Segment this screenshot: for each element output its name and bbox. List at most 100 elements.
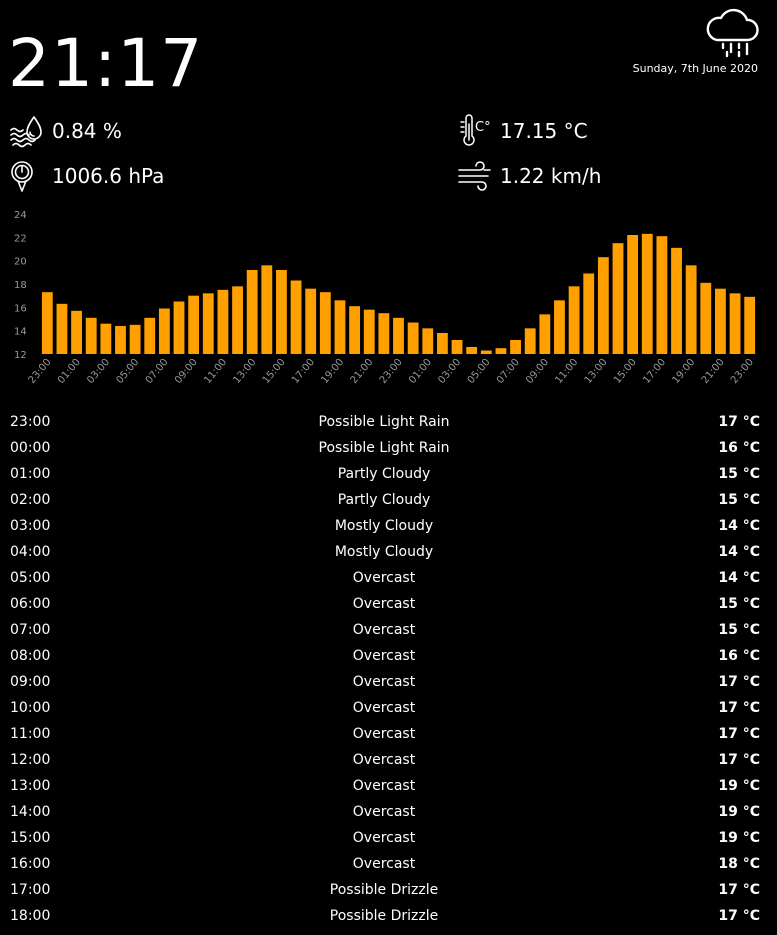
chart-bar <box>85 317 97 354</box>
x-tick-label: 01:00 <box>56 357 83 386</box>
chart-bar <box>700 282 712 354</box>
forecast-temp: 15 °C <box>718 466 760 482</box>
forecast-row: 10:00 Overcast 17 °C <box>8 695 760 721</box>
x-tick-label: 19:00 <box>319 357 346 386</box>
forecast-row: 02:00 Partly Cloudy 15 °C <box>8 487 760 513</box>
chart-bar <box>188 295 200 354</box>
forecast-temp: 17 °C <box>718 414 760 430</box>
x-tick-label: 19:00 <box>670 357 697 386</box>
forecast-condition: Possible Light Rain <box>318 414 450 430</box>
forecast-row: 16:00 Overcast 18 °C <box>8 851 760 877</box>
date-label: Sunday, 7th June 2020 <box>632 62 758 75</box>
chart-bar <box>349 306 361 354</box>
forecast-row: 09:00 Overcast 17 °C <box>8 669 760 695</box>
chart-bar <box>510 340 521 354</box>
humidity-value: 0.84 % <box>52 119 122 143</box>
y-tick-label: 20 <box>14 257 27 268</box>
forecast-condition: Overcast <box>352 856 416 872</box>
forecast-row: 13:00 Overcast 19 °C <box>8 773 760 799</box>
forecast-row: 05:00 Overcast 14 °C <box>8 565 760 591</box>
chart-bar <box>495 348 507 354</box>
forecast-row: 00:00 Possible Light Rain 16 °C <box>8 435 760 461</box>
x-tick-label: 03:00 <box>436 357 463 386</box>
chart-bar <box>597 257 609 354</box>
forecast-temp: 17 °C <box>718 700 760 716</box>
chart-bar <box>290 280 302 354</box>
chart-bar <box>334 300 346 354</box>
chart-bar <box>641 233 653 354</box>
chart-bar <box>656 236 668 354</box>
forecast-row: 06:00 Overcast 15 °C <box>8 591 760 617</box>
x-tick-label: 17:00 <box>290 357 317 386</box>
forecast-temp: 15 °C <box>718 622 760 638</box>
forecast-temp: 19 °C <box>718 778 760 794</box>
chart-bar <box>422 328 434 354</box>
humidity-metric: 0.84 % <box>8 114 122 148</box>
chart-bar <box>393 317 404 354</box>
chart-bar <box>129 324 141 354</box>
clock-time: 21:17 <box>8 25 204 102</box>
forecast-condition: Overcast <box>352 726 416 742</box>
forecast-row: 18:00 Possible Drizzle 17 °C <box>8 903 760 929</box>
forecast-row: 17:00 Possible Drizzle 17 °C <box>8 877 760 903</box>
forecast-temp: 16 °C <box>718 440 760 456</box>
x-tick-label: 21:00 <box>700 357 727 386</box>
temperature-value: 17.15 °C <box>500 119 588 143</box>
forecast-time: 11:00 <box>10 726 51 742</box>
forecast-time: 13:00 <box>10 778 51 794</box>
x-tick-label: 11:00 <box>553 357 580 386</box>
chart-bar <box>466 347 478 354</box>
forecast-time: 04:00 <box>10 544 51 560</box>
chart-bar <box>71 310 82 354</box>
chart-bar <box>583 273 595 354</box>
chart-bar <box>276 270 287 354</box>
chart-bar <box>232 286 243 354</box>
forecast-time: 23:00 <box>10 414 51 430</box>
chart-bar <box>539 314 551 354</box>
chart-bar <box>554 300 565 354</box>
x-tick-label: 05:00 <box>114 357 141 386</box>
forecast-condition: Overcast <box>352 596 416 612</box>
chart-bar <box>144 317 156 354</box>
forecast-time: 12:00 <box>10 752 51 768</box>
wind-value: 1.22 km/h <box>500 164 602 188</box>
forecast-temp: 14 °C <box>718 544 760 560</box>
forecast-condition: Possible Light Rain <box>318 440 450 456</box>
forecast-row: 08:00 Overcast 16 °C <box>8 643 760 669</box>
chart-bar <box>744 296 756 354</box>
x-tick-label: 05:00 <box>466 357 493 386</box>
chart-bar <box>378 313 390 354</box>
hourly-forecast-list: 23:00 Possible Light Rain 17 °C 00:00 Possib… <box>8 409 760 929</box>
wind-metric: 1.22 km/h <box>456 159 601 193</box>
temperature-metric: C° 17.15 °C <box>456 114 588 148</box>
forecast-row: 15:00 Overcast 19 °C <box>8 825 760 851</box>
bars <box>41 233 756 354</box>
forecast-condition: Partly Cloudy <box>337 492 431 508</box>
forecast-row: 11:00 Overcast 17 °C <box>8 721 760 747</box>
forecast-temp: 16 °C <box>718 648 760 664</box>
y-tick-label: 12 <box>14 350 27 361</box>
forecast-condition: Overcast <box>352 752 416 768</box>
barometer-icon <box>11 161 33 192</box>
forecast-row: 07:00 Overcast 15 °C <box>8 617 760 643</box>
forecast-row: 14:00 Overcast 19 °C <box>8 799 760 825</box>
forecast-temp: 14 °C <box>718 518 760 534</box>
pressure-metric: 1006.6 hPa <box>8 159 164 193</box>
x-tick-label: 17:00 <box>641 357 668 386</box>
forecast-time: 14:00 <box>10 804 51 820</box>
chart-bar <box>715 288 726 354</box>
chart-bar <box>158 308 170 354</box>
chart-bar <box>671 247 682 354</box>
chart-bar <box>202 293 214 354</box>
forecast-time: 10:00 <box>10 700 51 716</box>
x-tick-label: 15:00 <box>261 357 288 386</box>
chart-bar <box>480 350 492 354</box>
forecast-condition: Overcast <box>352 674 416 690</box>
forecast-time: 08:00 <box>10 648 51 664</box>
svg-text:C°: C° <box>475 120 491 135</box>
chart-bar <box>451 340 463 354</box>
chart-bar <box>612 243 624 354</box>
forecast-condition: Overcast <box>352 804 416 820</box>
forecast-temp: 19 °C <box>718 830 760 846</box>
